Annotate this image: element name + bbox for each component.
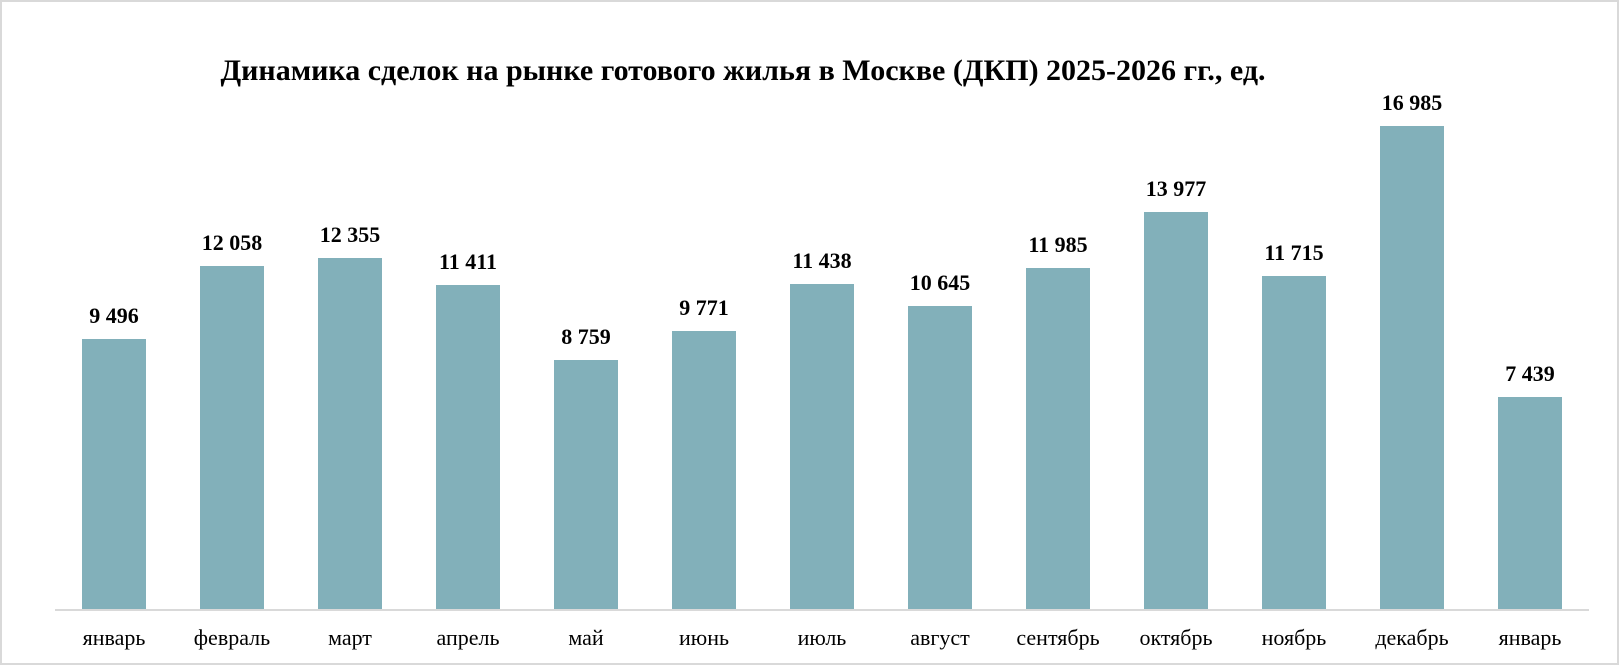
bar-value-label: 16 985 — [1381, 90, 1443, 115]
bar-slot: 9 771 июнь — [645, 102, 763, 650]
bar — [200, 266, 264, 609]
bar-slot: 10 645 август — [881, 102, 999, 650]
bar-value-label: 11 985 — [1028, 232, 1088, 257]
bar-slot: 11 985 сентябрь — [999, 102, 1117, 650]
bar-slot: 7 439 январь — [1471, 102, 1589, 650]
bar-slot: 12 058 февраль — [173, 102, 291, 650]
bar-series: 9 496 январь 12 058 февраль 12 355 март 11 411… — [55, 90, 1589, 650]
x-axis-tick-label: апрель — [436, 625, 500, 650]
x-axis-tick-label: декабрь — [1375, 625, 1449, 650]
bar-value-label: 11 438 — [792, 248, 852, 273]
bar-value-label: 9 496 — [89, 303, 139, 328]
bar-slot: 13 977 октябрь — [1117, 102, 1235, 650]
bar — [82, 339, 146, 609]
bar — [1498, 397, 1562, 609]
x-axis-tick-label: октябрь — [1139, 625, 1213, 650]
x-axis-tick-label: июнь — [678, 625, 729, 650]
bar — [554, 360, 618, 609]
bar-value-label: 8 759 — [561, 324, 611, 349]
x-axis-tick-label: февраль — [193, 625, 271, 650]
chart-title: Динамика сделок на рынке готового жилья … — [220, 54, 1266, 87]
bar-slot: 8 759 май — [527, 102, 645, 650]
bar-value-label: 10 645 — [909, 270, 971, 295]
bar-slot: 16 985 декабрь — [1353, 90, 1471, 650]
bar — [672, 331, 736, 609]
x-axis-tick-label: ноябрь — [1261, 625, 1327, 650]
x-axis-tick-label: март — [328, 625, 372, 650]
bar-value-label: 7 439 — [1505, 361, 1555, 386]
x-axis-tick-label: август — [910, 625, 970, 650]
bar — [436, 285, 500, 609]
bar-value-label: 12 355 — [319, 222, 381, 247]
bar-slot: 12 355 март — [291, 102, 409, 650]
x-axis-tick-label: январь — [82, 625, 146, 650]
bar — [318, 258, 382, 609]
bar-slot: 11 411 апрель — [409, 102, 527, 650]
bar-value-label: 12 058 — [201, 230, 263, 255]
plot-area: 9 496 январь 12 058 февраль 12 355 март 11 411… — [55, 90, 1589, 650]
bar — [1262, 276, 1326, 609]
bar — [1026, 268, 1090, 609]
bar-slot: 11 715 ноябрь — [1235, 102, 1353, 650]
bar — [790, 284, 854, 609]
bar-value-label: 13 977 — [1145, 176, 1207, 201]
bar-value-label: 9 771 — [679, 295, 729, 320]
x-axis-tick-label: январь — [1498, 625, 1562, 650]
bar-slot: 11 438 июль — [763, 102, 881, 650]
x-axis-tick-label: сентябрь — [1016, 625, 1100, 650]
bar-value-label: 11 411 — [438, 249, 498, 274]
x-axis-tick-label: май — [568, 625, 604, 650]
bar — [908, 306, 972, 609]
bar-value-label: 11 715 — [1264, 240, 1324, 265]
bar — [1144, 212, 1208, 609]
bar-slot: 9 496 январь — [55, 102, 173, 650]
bar — [1380, 126, 1444, 609]
x-axis-tick-label: июль — [797, 625, 847, 650]
